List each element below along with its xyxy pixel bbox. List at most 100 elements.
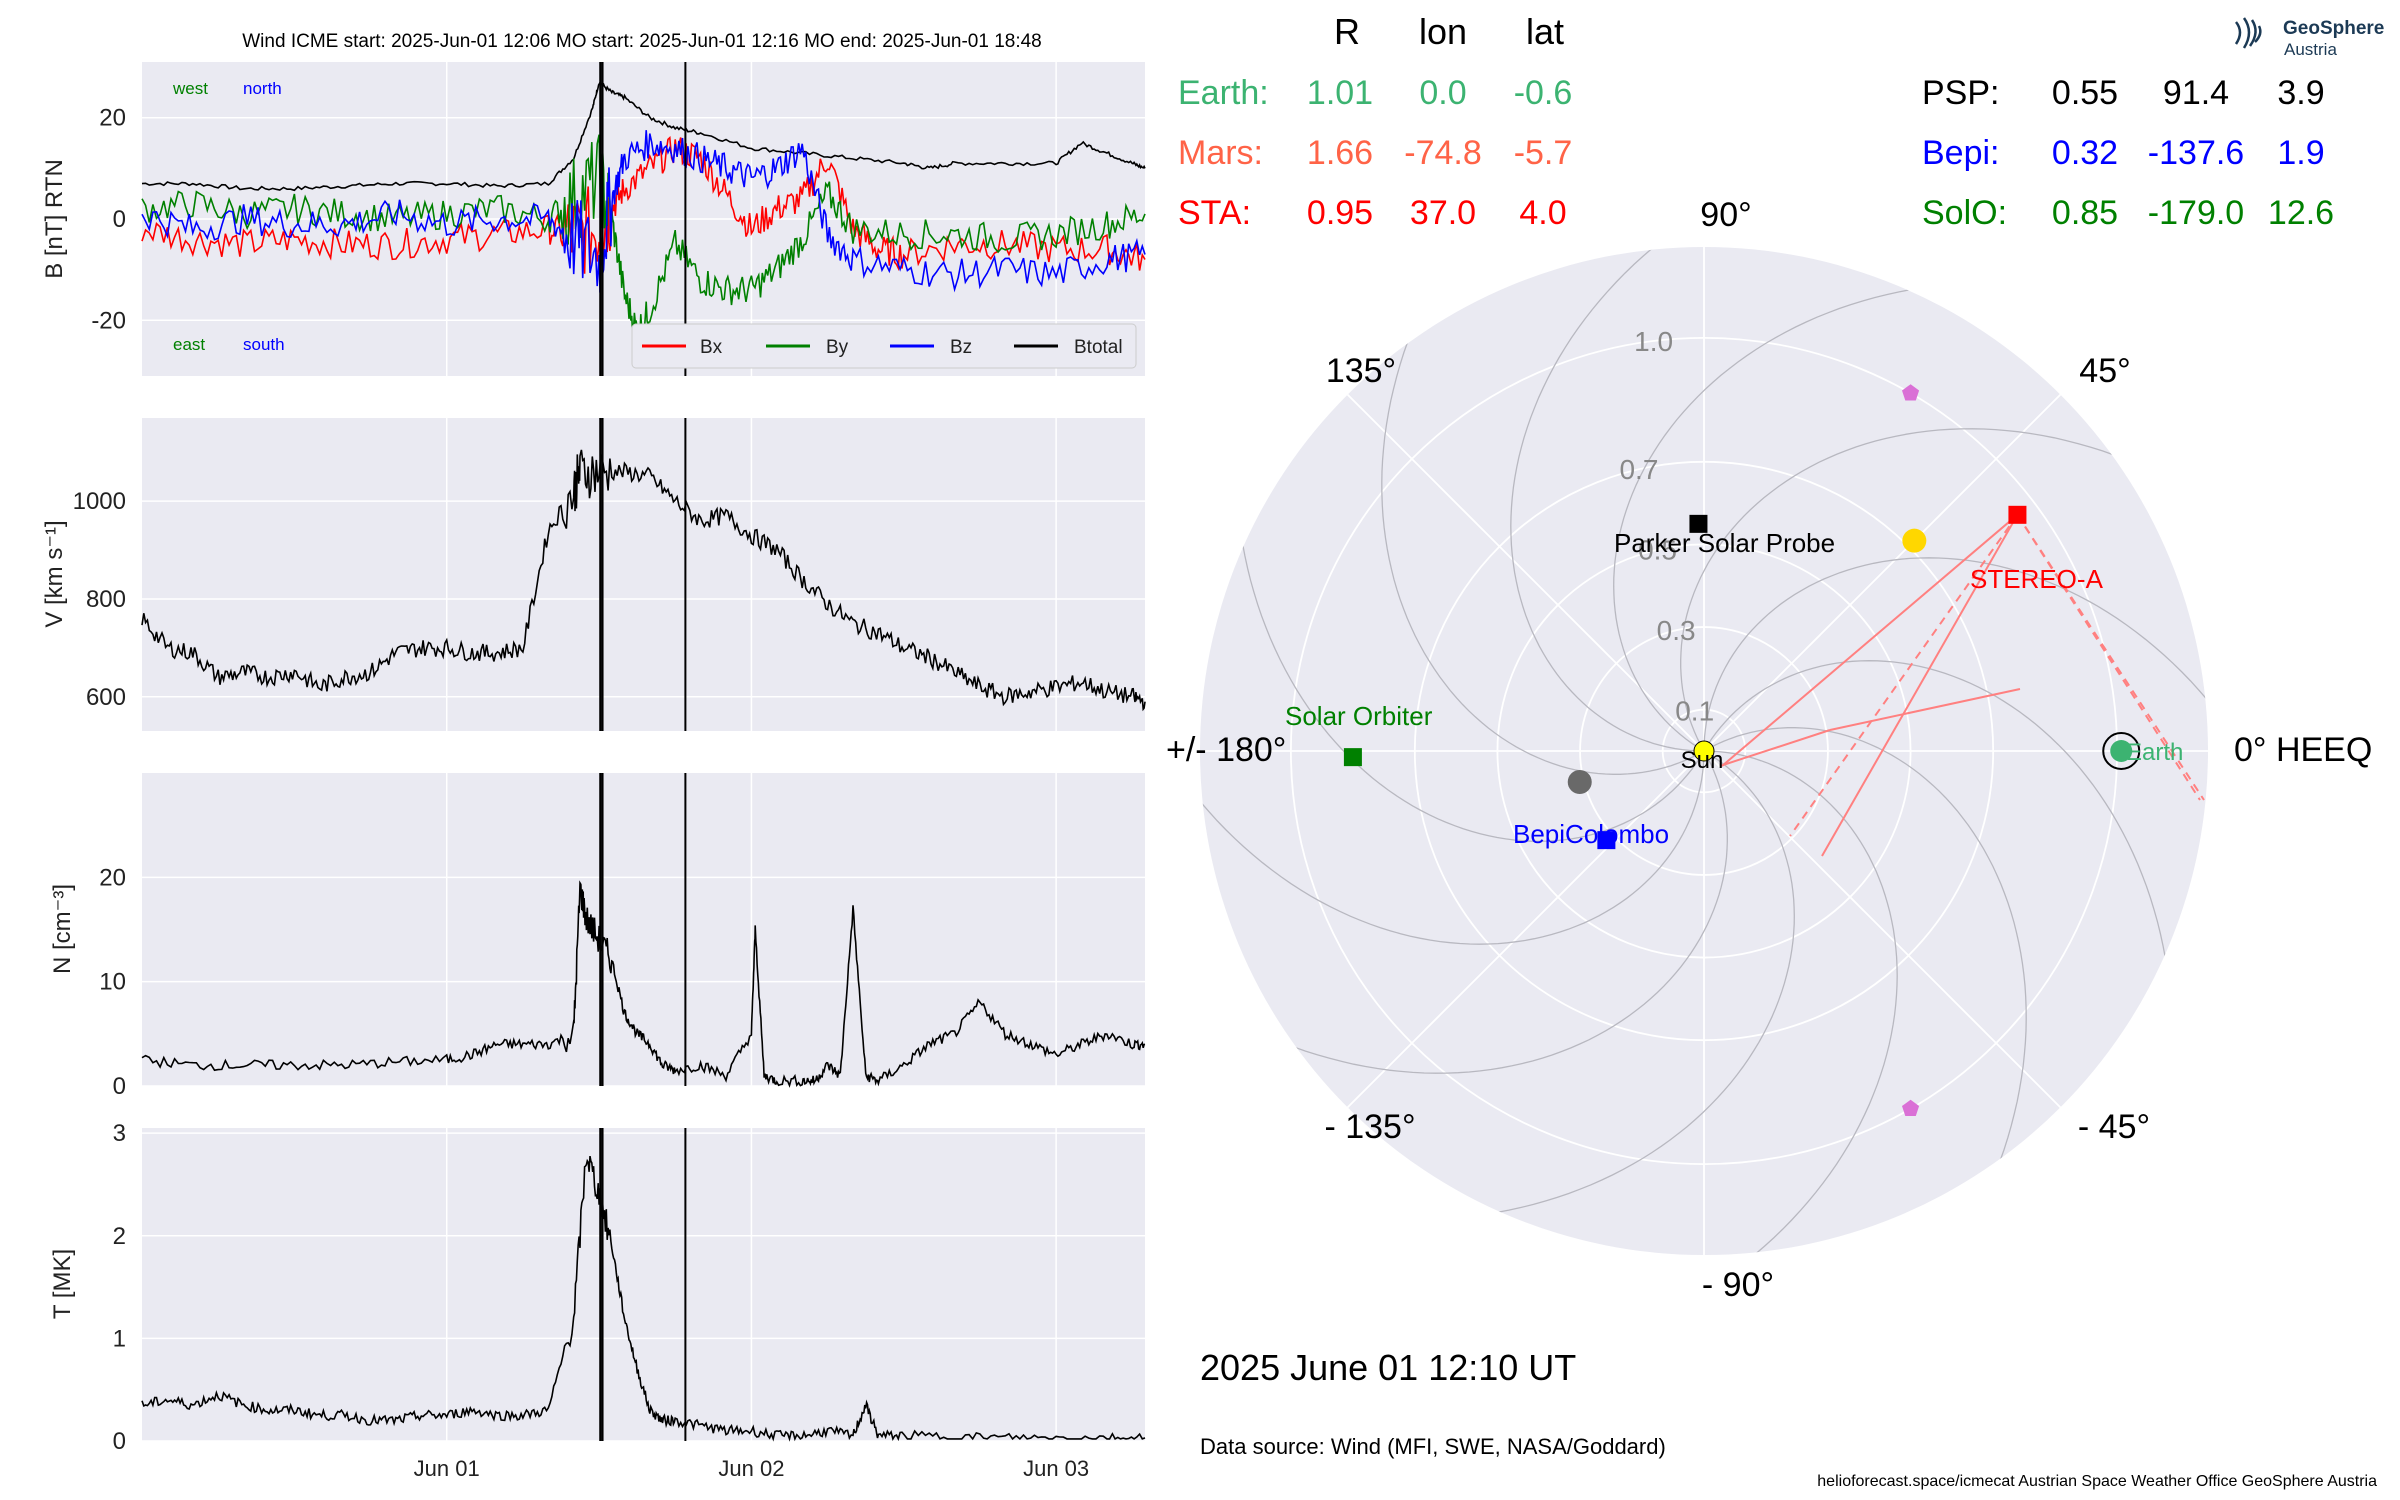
table-row-lon: 37.0: [1410, 194, 1476, 232]
b-legend: Bx By Bz Btotal: [631, 323, 1137, 369]
col-lon-header: lon: [1419, 11, 1467, 52]
insitu-series: [141, 81, 1146, 1442]
table-row-lon: -137.6: [2148, 134, 2244, 172]
parker-spirals: [1200, 247, 2208, 1255]
sta-line: [1721, 514, 2019, 767]
x-tick-label: Jun 02: [718, 1456, 784, 1481]
angular-gridline: [1346, 393, 1705, 752]
spiral-line: [1703, 557, 2208, 815]
annot-east: east: [173, 335, 205, 354]
marker-earth-ring: [2102, 732, 2141, 770]
radial-tick-label: 1.0: [1634, 326, 1673, 357]
sta-line: [2016, 514, 2205, 801]
radial-tick-label: 0.1: [1675, 696, 1714, 727]
label-earth: Earth: [2126, 739, 2183, 766]
marker-parker-solar-probe: [1689, 514, 1708, 533]
radial-tick-label: 0.3: [1657, 615, 1696, 646]
panel-v-bg: [142, 418, 1145, 731]
y-tick-label: 20: [99, 105, 126, 132]
spiral-line: [1361, 750, 1795, 1221]
angle-label-135: 135°: [1326, 352, 1396, 390]
spiral-line: [1680, 428, 2208, 752]
series-t: [141, 1155, 1146, 1442]
angle-label-90: 90°: [1700, 196, 1751, 234]
table-row-name: STA:: [1178, 194, 1251, 232]
table-row-r: 1.01: [1307, 74, 1373, 112]
series-bx: [141, 135, 1146, 274]
table-row-name: SolO:: [1922, 194, 2007, 232]
table-left-rows: Earth: 1.01 0.0 -0.6 Mars: 1.66 -74.8 -5.7 STA: 0…: [1178, 74, 1572, 232]
table-row-lat: -0.6: [1514, 74, 1573, 112]
insitu-ticks: -20 0 20 600 800 1000 0 10 20 0 1 2 3 Jun 01 Jun 02 Jun…: [73, 105, 1090, 1481]
radial-tick-label: 0.7: [1619, 454, 1658, 485]
angle-label-180: +/- 180°: [1166, 731, 1286, 769]
x-tick-label: Jun 01: [414, 1456, 480, 1481]
label-solo: Solar Orbiter: [1285, 701, 1433, 731]
y-tick-label: 0: [113, 1073, 126, 1100]
sta-fov-lines: [1719, 514, 2205, 857]
y-tick-label: 10: [99, 969, 126, 996]
y-tick-label: 3: [113, 1120, 126, 1147]
y-tick-label: 1000: [73, 488, 126, 515]
angular-gridline: [1703, 393, 2062, 752]
spiral-line: [1381, 247, 1705, 775]
marker-sun: [1693, 740, 1715, 762]
angle-label-m135: - 135°: [1324, 1108, 1415, 1146]
y-tick-label: -20: [91, 307, 126, 334]
y-tick-label: 2: [113, 1223, 126, 1250]
marker-earth: [2110, 740, 2133, 762]
table-row-lon: -74.8: [1404, 134, 1482, 172]
n-ylabel: N [cm⁻³]: [49, 884, 76, 974]
spiral-line: [1703, 727, 2027, 1255]
legend-box: [631, 323, 1137, 369]
sta-line: [1829, 688, 2021, 731]
legend-bz: Bz: [950, 337, 972, 358]
series-v: [141, 449, 1146, 712]
table-row-r: 0.55: [2052, 74, 2118, 112]
table-row-r: 0.95: [1307, 194, 1373, 232]
spiral-line: [1613, 281, 2047, 752]
sta-line: [1719, 729, 1831, 767]
table-row-r: 1.66: [1307, 134, 1373, 172]
y-tick-label: 0: [113, 1428, 126, 1455]
credits-label: helioforecast.space/icmecat Austrian Spa…: [1817, 1473, 2377, 1490]
table-row-name: PSP:: [1922, 74, 1999, 112]
table-row-r: 0.85: [2052, 194, 2118, 232]
annot-south: south: [243, 335, 285, 354]
legend-btotal: Btotal: [1074, 337, 1123, 358]
series-n: [141, 880, 1146, 1088]
y-tick-label: 800: [86, 586, 126, 613]
label-psp: Parker Solar Probe: [1614, 528, 1835, 558]
insitu-title: Wind ICME start: 2025-Jun-01 12:06 MO st…: [242, 31, 1042, 52]
annot-west: west: [172, 79, 208, 98]
datasource-label: Data source: Wind (MFI, SWE, NASA/Goddar…: [1200, 1434, 1666, 1459]
table-row-lon: 0.0: [1419, 74, 1466, 112]
annot-north: north: [243, 79, 282, 98]
radial-labels: 0.1 0.3 0.5 0.7 1.0: [1619, 326, 1714, 727]
spiral-line: [1703, 660, 2174, 1094]
spiral-line: [1510, 247, 1768, 752]
polar-plot: 0.1 0.3 0.5 0.7 1.0: [1200, 247, 2208, 1255]
angle-label-45: 45°: [2079, 352, 2130, 390]
logo-line2: Austria: [2284, 40, 2337, 59]
sta-line: [1821, 514, 2019, 857]
panel-t-bg: [142, 1128, 1145, 1441]
table-row-name: Mars:: [1178, 134, 1263, 172]
table-row-lat: -5.7: [1514, 134, 1573, 172]
angular-gridline: [1346, 750, 1705, 1109]
spiral-line: [1234, 408, 1705, 842]
marker-l5: [1902, 1099, 1920, 1116]
datetime-label: 2025 June 01 12:10 UT: [1200, 1347, 1576, 1388]
marker-bepicolombo: [1597, 831, 1616, 850]
table-row-lat: 4.0: [1519, 194, 1566, 232]
v-ylabel: V [km s⁻¹]: [41, 520, 68, 627]
position-table: R lon lat Earth: 1.01 0.0 -0.6 Mars: 1.66 -74.…: [1178, 11, 2334, 232]
angular-gridline: [1703, 750, 2062, 1109]
col-lat-header: lat: [1526, 11, 1564, 52]
b-ylabel: B [nT] RTN: [41, 159, 68, 279]
col-r-header: R: [1334, 11, 1360, 52]
y-tick-label: 0: [113, 206, 126, 233]
table-row-lat: 1.9: [2277, 134, 2324, 172]
table-row-lat: 12.6: [2268, 194, 2334, 232]
series-bz: [141, 130, 1146, 293]
